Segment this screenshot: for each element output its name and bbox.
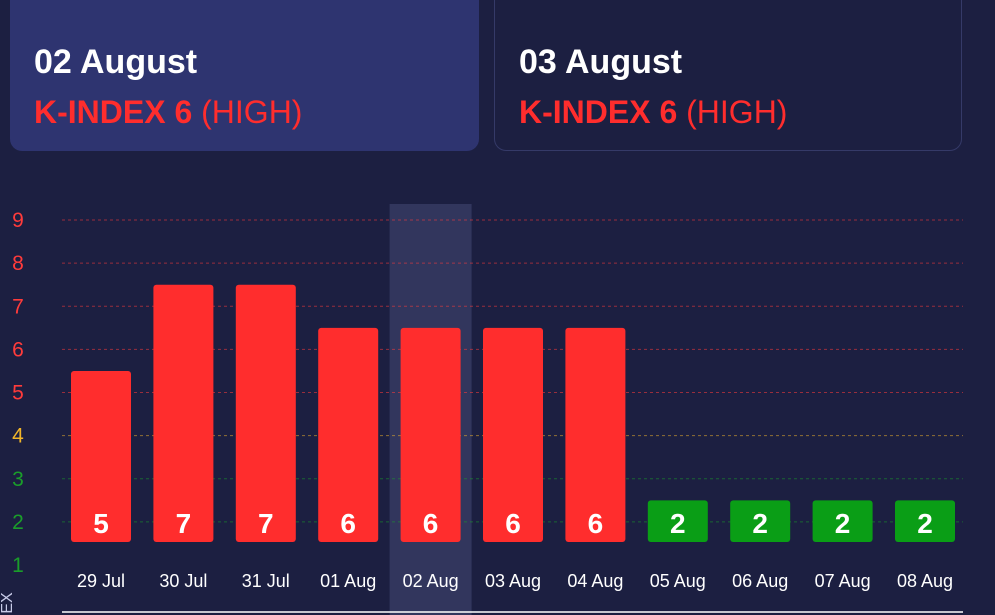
x-tick-label: 29 Jul (77, 571, 125, 591)
y-tick-label: 1 (12, 554, 24, 577)
card-k-index: K-INDEX 6 (HIGH) (519, 94, 961, 130)
x-tick-label: 01 Aug (320, 571, 376, 591)
forecast-card[interactable]: 03 August K-INDEX 6 (HIGH) (494, 0, 962, 151)
x-tick-label: 31 Jul (242, 571, 290, 591)
bar[interactable] (565, 327, 626, 542)
card-k-level: (HIGH) (201, 94, 303, 130)
bar-value-label: 6 (340, 508, 356, 539)
bar[interactable] (153, 284, 214, 542)
y-axis-label: EX (0, 592, 16, 614)
y-tick-label: 8 (12, 252, 24, 275)
x-tick-label: 03 Aug (485, 571, 541, 591)
bar-value-label: 7 (258, 508, 274, 539)
y-tick-label: 7 (12, 295, 24, 318)
y-tick-label: 2 (12, 511, 24, 534)
y-tick-label: 4 (12, 425, 24, 448)
y-tick-label: 5 (12, 382, 24, 405)
bar-value-label: 7 (176, 508, 192, 539)
x-tick-label: 04 Aug (567, 571, 623, 591)
bar-value-label: 6 (588, 508, 604, 539)
x-tick-label: 06 Aug (732, 571, 788, 591)
card-k-index: K-INDEX 6 (HIGH) (34, 94, 479, 130)
bar-value-label: 5 (93, 508, 109, 539)
card-date: 03 August (519, 43, 683, 81)
bar-value-label: 6 (505, 508, 521, 539)
x-tick-label: 02 Aug (403, 571, 459, 591)
card-k-value: K-INDEX 6 (34, 94, 193, 130)
bar-value-label: 2 (670, 508, 686, 539)
bar[interactable] (730, 500, 791, 542)
bar-value-label: 6 (423, 508, 439, 539)
bar[interactable] (400, 327, 461, 542)
y-tick-label: 6 (12, 338, 24, 361)
bar[interactable] (483, 327, 543, 542)
bar-value-label: 2 (835, 508, 851, 539)
card-k-value: K-INDEX 6 (519, 94, 678, 130)
x-tick-label: 30 Jul (159, 571, 207, 591)
bar[interactable] (235, 284, 296, 542)
card-k-level: (HIGH) (686, 94, 788, 130)
bar-value-label: 2 (917, 508, 933, 539)
x-tick-label: 05 Aug (650, 571, 706, 591)
forecast-card-selected[interactable]: 02 August K-INDEX 6 (HIGH) (10, 0, 479, 151)
bar[interactable] (318, 327, 379, 542)
bar-value-label: 2 (752, 508, 768, 539)
y-tick-label: 3 (12, 468, 24, 491)
y-tick-label: 9 (12, 209, 24, 232)
x-tick-label: 08 Aug (897, 571, 953, 591)
bar[interactable] (71, 370, 131, 542)
bar[interactable] (812, 500, 873, 542)
card-date: 02 August (34, 43, 198, 81)
x-tick-label: 07 Aug (815, 571, 871, 591)
bar[interactable] (895, 500, 955, 542)
bar[interactable] (647, 500, 708, 542)
